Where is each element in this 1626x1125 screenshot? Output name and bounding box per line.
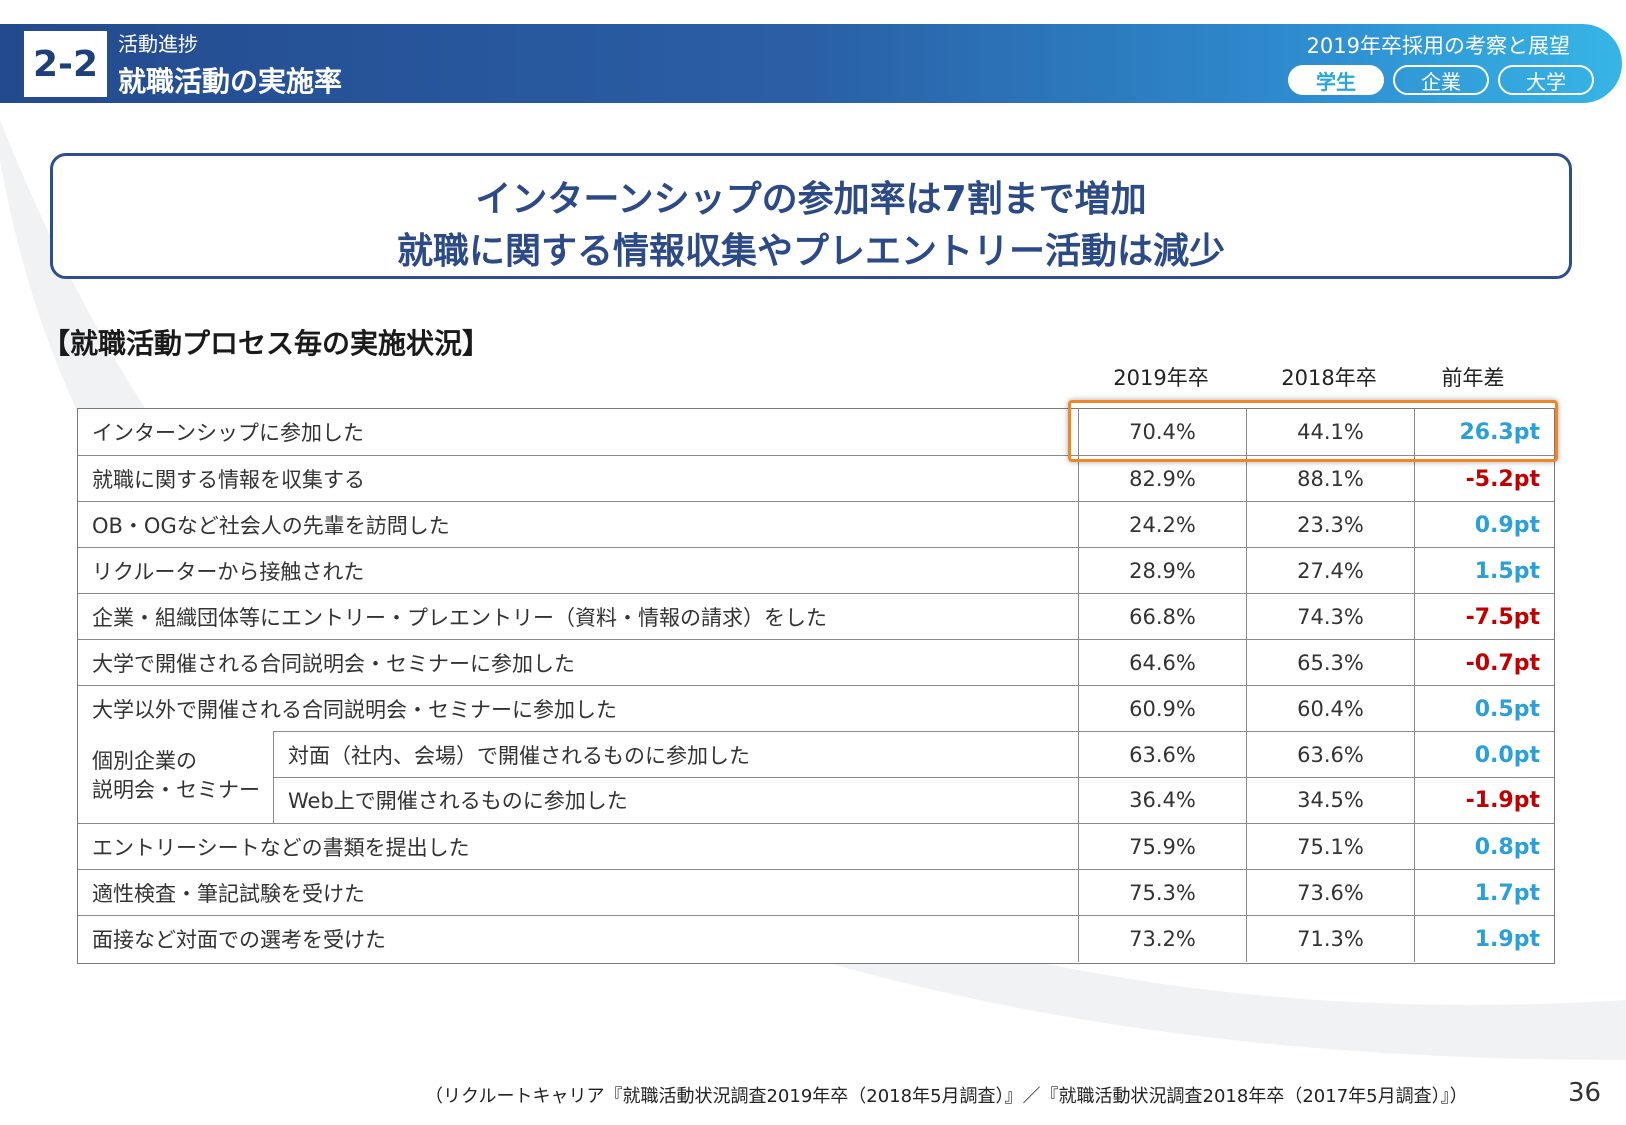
value-2019: 70.4% bbox=[1078, 409, 1246, 455]
value-2018: 71.3% bbox=[1246, 916, 1414, 962]
value-diff: 0.5pt bbox=[1414, 686, 1554, 732]
value-2019: 66.8% bbox=[1078, 594, 1246, 640]
row-label: 面接など対面での選考を受けた bbox=[92, 928, 386, 952]
value-2018: 65.3% bbox=[1246, 640, 1414, 686]
table-row: 企業・組織団体等にエントリー・プレエントリー（資料・情報の請求）をした 66.8%… bbox=[78, 593, 1554, 640]
column-header-diff: 前年差 bbox=[1441, 366, 1505, 390]
row-label: インターンシップに参加した bbox=[92, 421, 364, 445]
section-title: 就職活動の実施率 bbox=[118, 65, 343, 98]
row-label: 就職に関する情報を収集する bbox=[92, 468, 365, 492]
value-diff: -1.9pt bbox=[1414, 777, 1554, 823]
group-label-line-1: 個別企業の bbox=[92, 749, 197, 773]
section-subtitle: 活動進捗 bbox=[118, 32, 198, 56]
value-2019: 60.9% bbox=[1078, 686, 1246, 732]
row-label: 大学で開催される合同説明会・セミナーに参加した bbox=[92, 652, 575, 676]
source-note: （リクルートキャリア『就職活動状況調査2019年卒（2018年5月調査）』／『就… bbox=[425, 1086, 1468, 1107]
table-row: インターンシップに参加した 70.4% 44.1% 26.3pt bbox=[78, 409, 1554, 455]
value-2019: 28.9% bbox=[1078, 548, 1246, 594]
value-2018: 74.3% bbox=[1246, 594, 1414, 640]
table-title: 【就職活動プロセス毎の実施状況】 bbox=[42, 327, 491, 360]
value-2019: 64.6% bbox=[1078, 640, 1246, 686]
value-2019: 36.4% bbox=[1078, 777, 1246, 823]
row-label: 大学以外で開催される合同説明会・セミナーに参加した bbox=[92, 698, 617, 722]
value-diff: -7.5pt bbox=[1414, 594, 1554, 640]
table-row: リクルーターから接触された 28.9% 27.4% 1.5pt bbox=[78, 547, 1554, 594]
column-header-2018: 2018年卒 bbox=[1281, 366, 1377, 390]
value-diff: -0.7pt bbox=[1414, 640, 1554, 686]
value-2018: 75.1% bbox=[1246, 824, 1414, 870]
value-2018: 23.3% bbox=[1246, 502, 1414, 548]
page-number: 36 bbox=[1568, 1078, 1602, 1108]
table-row: 対面（社内、会場）で開催されるものに参加した 63.6% 63.6% 0.0pt bbox=[78, 731, 1554, 778]
value-diff: -5.2pt bbox=[1414, 456, 1554, 502]
value-2019: 75.3% bbox=[1078, 870, 1246, 916]
value-2018: 27.4% bbox=[1246, 548, 1414, 594]
headline-line-2: 就職に関する情報収集やプレエントリー活動は減少 bbox=[396, 231, 1225, 272]
value-diff: 1.9pt bbox=[1414, 916, 1554, 962]
row-label: エントリーシートなどの書類を提出した bbox=[92, 836, 470, 860]
headline-line-1: インターンシップの参加率は7割まで増加 bbox=[475, 179, 1147, 220]
value-diff: 0.0pt bbox=[1414, 732, 1554, 778]
value-2018: 60.4% bbox=[1246, 686, 1414, 732]
value-diff: 0.9pt bbox=[1414, 502, 1554, 548]
value-2019: 82.9% bbox=[1078, 456, 1246, 502]
value-diff: 1.5pt bbox=[1414, 548, 1554, 594]
row-divider bbox=[274, 777, 1554, 778]
table-row: 就職に関する情報を収集する 82.9% 88.1% -5.2pt bbox=[78, 455, 1554, 502]
headline-box: インターンシップの参加率は7割まで増加 就職に関する情報収集やプレエントリー活動… bbox=[50, 153, 1572, 279]
value-2018: 73.6% bbox=[1246, 870, 1414, 916]
value-diff: 26.3pt bbox=[1414, 409, 1554, 455]
table-row: Web上で開催されるものに参加した 36.4% 34.5% -1.9pt bbox=[78, 777, 1554, 823]
row-label: Web上で開催されるものに参加した bbox=[288, 789, 628, 813]
highlight-frame bbox=[1068, 400, 1558, 462]
value-2019: 63.6% bbox=[1078, 732, 1246, 778]
table-row: 適性検査・筆記試験を受けた 75.3% 73.6% 1.7pt bbox=[78, 869, 1554, 916]
column-header-2019: 2019年卒 bbox=[1113, 366, 1209, 390]
value-2019: 24.2% bbox=[1078, 502, 1246, 548]
section-number: 2-2 bbox=[24, 31, 107, 97]
group-label: 個別企業の説明会・セミナー bbox=[78, 731, 274, 823]
value-diff: 1.7pt bbox=[1414, 870, 1554, 916]
value-2019: 73.2% bbox=[1078, 916, 1246, 962]
row-label: 企業・組織団体等にエントリー・プレエントリー（資料・情報の請求）をした bbox=[92, 606, 827, 630]
tab-companies[interactable]: 企業 bbox=[1393, 65, 1489, 95]
table-row: エントリーシートなどの書類を提出した 75.9% 75.1% 0.8pt bbox=[78, 823, 1554, 870]
value-2018: 44.1% bbox=[1246, 409, 1414, 455]
table-row: 面接など対面での選考を受けた 73.2% 71.3% 1.9pt bbox=[78, 915, 1554, 962]
value-diff: 0.8pt bbox=[1414, 824, 1554, 870]
table-row: 大学以外で開催される合同説明会・セミナーに参加した 60.9% 60.4% 0.5pt bbox=[78, 685, 1554, 732]
value-2018: 63.6% bbox=[1246, 732, 1414, 778]
value-2018: 34.5% bbox=[1246, 777, 1414, 823]
row-label: 対面（社内、会場）で開催されるものに参加した bbox=[288, 744, 750, 768]
value-2018: 88.1% bbox=[1246, 456, 1414, 502]
row-label: 適性検査・筆記試験を受けた bbox=[92, 882, 365, 906]
tab-students[interactable]: 学生 bbox=[1288, 65, 1384, 95]
row-label: リクルーターから接触された bbox=[92, 560, 365, 584]
table-row: OB・OGなど社会人の先輩を訪問した 24.2% 23.3% 0.9pt bbox=[78, 501, 1554, 548]
row-label: OB・OGなど社会人の先輩を訪問した bbox=[92, 514, 450, 538]
tab-universities[interactable]: 大学 bbox=[1498, 65, 1594, 95]
table-row: 大学で開催される合同説明会・セミナーに参加した 64.6% 65.3% -0.7pt bbox=[78, 639, 1554, 686]
group-label-line-2: 説明会・セミナー bbox=[92, 778, 260, 802]
value-2019: 75.9% bbox=[1078, 824, 1246, 870]
series-title: 2019年卒採用の考察と展望 bbox=[1306, 34, 1570, 58]
process-table: インターンシップに参加した 70.4% 44.1% 26.3pt 就職に関する情報を収集… bbox=[77, 408, 1555, 964]
